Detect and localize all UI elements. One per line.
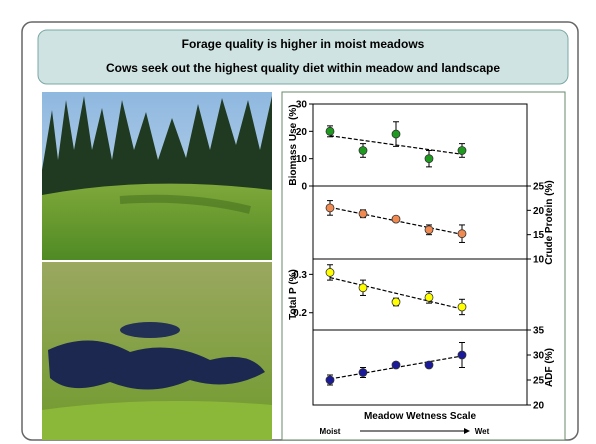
y-tick-label: 30 bbox=[533, 351, 545, 362]
data-point bbox=[392, 361, 400, 369]
y-tick-label: 25 bbox=[533, 182, 545, 193]
y-axis-label: ADF (%) bbox=[544, 348, 555, 387]
data-point bbox=[458, 230, 466, 238]
data-point bbox=[326, 127, 334, 135]
data-point bbox=[359, 210, 367, 218]
y-tick-label: 10 bbox=[533, 255, 545, 266]
data-point bbox=[458, 351, 466, 359]
photo-wet-meadow bbox=[42, 262, 272, 440]
chart-panel bbox=[282, 92, 565, 440]
data-point bbox=[392, 130, 400, 138]
x-left-label: Moist bbox=[320, 427, 341, 436]
data-point bbox=[326, 376, 334, 384]
data-point bbox=[425, 155, 433, 163]
y-tick-label: 35 bbox=[533, 326, 545, 337]
photo-forest-meadow bbox=[42, 92, 272, 260]
data-point bbox=[359, 284, 367, 292]
data-point bbox=[326, 268, 334, 276]
y-axis-label: Crude Protein (%) bbox=[544, 180, 555, 264]
data-point bbox=[359, 369, 367, 377]
data-point bbox=[458, 303, 466, 311]
data-point bbox=[425, 361, 433, 369]
y-axis-label: Biomass Use (%) bbox=[288, 104, 299, 185]
data-point bbox=[425, 226, 433, 234]
x-right-label: Wet bbox=[475, 427, 490, 436]
slide-canvas: Forage quality is higher in moist meadow… bbox=[0, 0, 596, 444]
data-point bbox=[359, 146, 367, 154]
y-tick-label: 25 bbox=[533, 376, 545, 387]
data-point bbox=[458, 146, 466, 154]
y-tick-label: 20 bbox=[533, 206, 545, 217]
data-point bbox=[326, 204, 334, 212]
title: Forage quality is higher in moist meadow… bbox=[182, 37, 425, 51]
y-tick-label: 15 bbox=[533, 230, 545, 241]
subtitle: Cows seek out the highest quality diet w… bbox=[106, 61, 500, 75]
x-axis-label: Meadow Wetness Scale bbox=[364, 411, 477, 422]
data-point bbox=[392, 298, 400, 306]
y-tick-label: 20 bbox=[533, 401, 545, 412]
y-axis-label: Total P (%) bbox=[288, 269, 299, 320]
data-point bbox=[425, 293, 433, 301]
slide: Forage quality is higher in moist meadow… bbox=[0, 0, 596, 444]
y-tick-label: 0 bbox=[301, 182, 307, 193]
data-point bbox=[392, 215, 400, 223]
